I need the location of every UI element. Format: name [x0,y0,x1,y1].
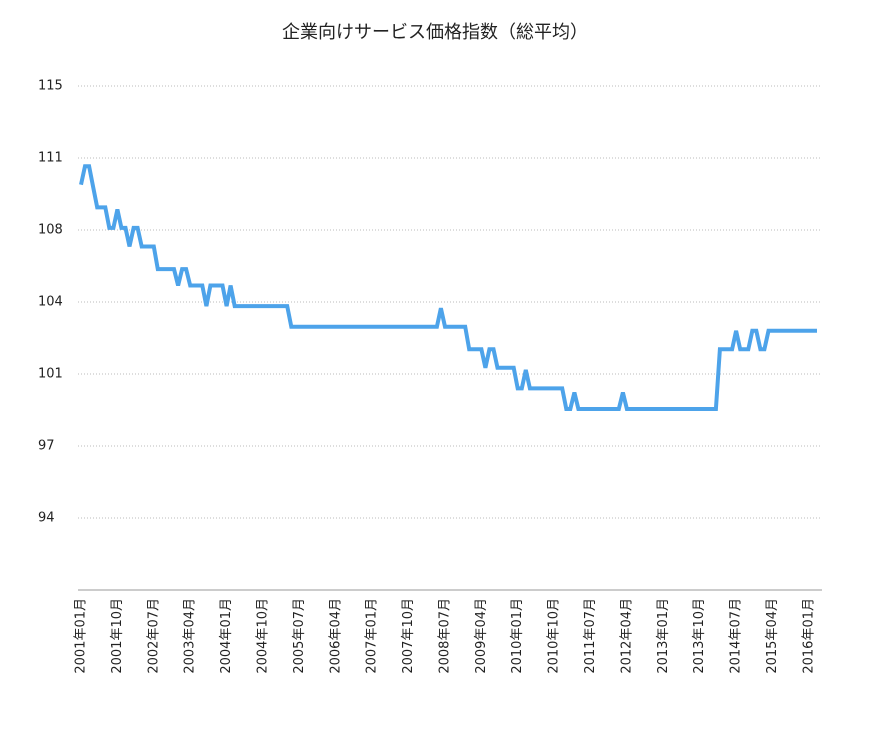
x-tick-label: 2003年04月 [183,598,198,674]
y-tick-label: 115 [38,79,63,94]
x-tick-label: 2009年04月 [474,598,489,674]
y-tick-label: 94 [38,511,55,526]
x-tick-label: 2004年10月 [255,598,270,674]
data-line [79,164,817,411]
chart-title: 企業向けサービス価格指数（総平均） [282,22,588,43]
x-tick-label: 2007年01月 [365,598,380,674]
y-tick-label: 97 [38,439,55,454]
x-tick-label: 2005年07月 [292,598,307,674]
x-tick-label: 2008年07月 [437,598,452,674]
y-tick-label: 108 [38,223,63,238]
x-tick-label: 2002年07月 [146,598,161,674]
x-tick-label: 2015年04月 [765,598,780,674]
y-tick-label: 101 [38,367,63,382]
x-tick-label: 2004年01月 [219,598,234,674]
y-tick-label: 111 [38,151,63,166]
x-tick-label: 2016年01月 [801,598,816,674]
x-tick-label: 2013年10月 [692,598,707,674]
x-tick-label: 2011年07月 [583,598,598,674]
x-tick-label: 2007年10月 [401,598,416,674]
y-tick-label: 104 [38,295,63,310]
x-tick-label: 2013年01月 [656,598,671,674]
x-tick-label: 2012年04月 [619,598,634,674]
x-tick-label: 2006年04月 [328,598,343,674]
x-tick-label: 2001年10月 [110,598,125,674]
x-tick-label: 2001年01月 [74,598,89,674]
x-tick-label: 2014年07月 [729,598,744,674]
x-tick-label: 2010年10月 [547,598,562,674]
x-tick-label: 2010年01月 [510,598,525,674]
